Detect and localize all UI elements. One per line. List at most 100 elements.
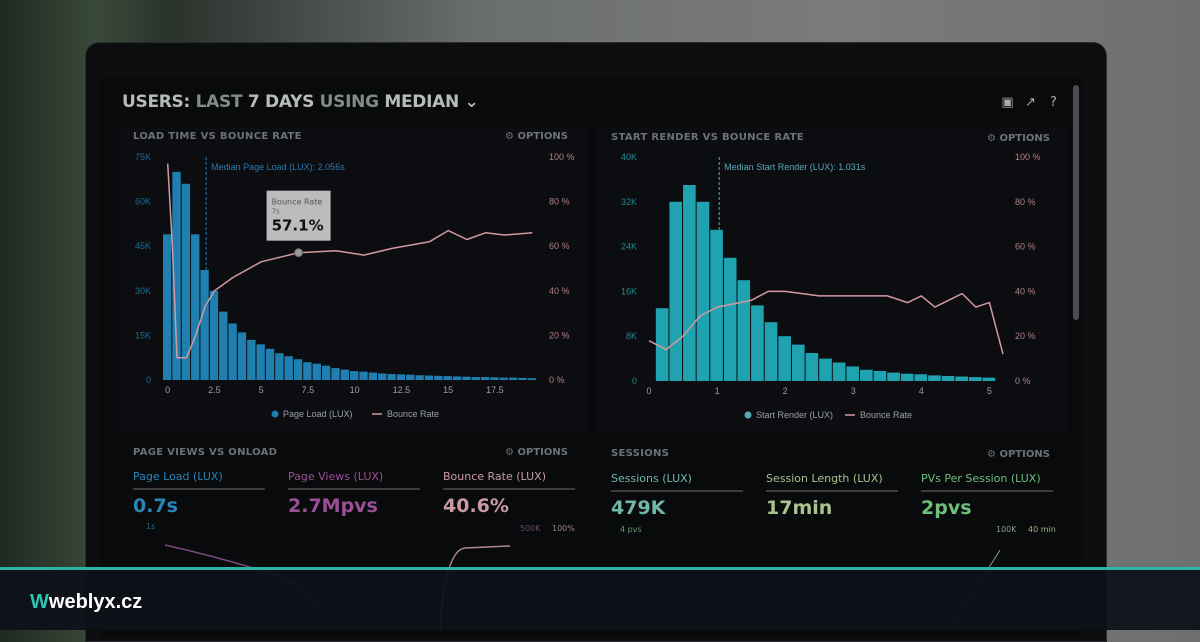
histogram-bar — [900, 373, 914, 381]
histogram-bar — [490, 377, 499, 380]
histogram-bar — [181, 183, 191, 380]
x-tick-label: 1 — [715, 386, 720, 396]
y2-tick-label: 20 % — [549, 330, 570, 340]
histogram-bar — [237, 332, 247, 380]
histogram-bar — [172, 171, 181, 380]
stat-card[interactable]: PVs Per Session (LUX) 2pvs — [921, 472, 1053, 519]
x-tick-label: 5 — [259, 385, 264, 395]
y2-tick-label: 80 % — [1015, 197, 1036, 207]
x-tick-label: 4 — [919, 386, 924, 396]
title-last: LAST — [195, 92, 243, 112]
tooltip-title: Bounce Rate — [272, 198, 323, 207]
axis-label: 4 pvs — [620, 525, 642, 534]
y-tick-label: 45K — [135, 241, 151, 251]
y2-tick-label: 80 % — [549, 197, 570, 207]
legend-label: Page Load (LUX) — [283, 409, 353, 419]
stat-label: PVs Per Session (LUX) — [921, 472, 1053, 492]
stat-card[interactable]: Bounce Rate (LUX) 40.6% — [443, 470, 575, 517]
histogram-bar — [443, 376, 452, 380]
y-tick-label: 75K — [135, 152, 151, 162]
histogram-bar — [696, 201, 710, 381]
legend-label: Bounce Rate — [860, 410, 912, 420]
histogram-bar — [350, 371, 359, 380]
y2-tick-label: 0 % — [1015, 376, 1031, 386]
y2-tick-label: 100 % — [1015, 152, 1041, 162]
x-tick-label: 17.5 — [486, 385, 504, 395]
histogram-bar — [256, 344, 265, 380]
y2-tick-label: 100 % — [549, 152, 575, 162]
scrollbar[interactable] — [1073, 85, 1079, 320]
page-title[interactable]: USERS: LAST 7 DAYS USING MEDIAN ⌄ — [122, 92, 479, 112]
y-tick-label: 60K — [135, 197, 151, 207]
share-icon[interactable]: ↗ — [1025, 95, 1036, 110]
y-tick-label: 16K — [621, 286, 637, 296]
chevron-down-icon[interactable]: ⌄ — [464, 92, 479, 112]
histogram-bar — [331, 368, 340, 380]
histogram-bar — [415, 375, 424, 380]
histogram-bar — [819, 358, 832, 381]
legend-label: Bounce Rate — [387, 409, 439, 419]
histogram-bar — [275, 353, 284, 380]
y2-tick-label: 0 % — [549, 375, 565, 385]
start-render-chart: 0 8K 16K 24K 32K 40K 0 % 20 % 40 % 60 % 80 % 100 % 0… — [621, 152, 1041, 420]
histogram-bar — [368, 372, 378, 380]
histogram-bar — [764, 322, 778, 381]
axis-label: 100K — [996, 525, 1017, 534]
chart-title: LOAD TIME VS BOUNCE RATE — [133, 131, 302, 142]
brand-logo[interactable]: Wweblyx.cz — [30, 591, 142, 614]
y-tick-label: 0 — [632, 376, 637, 386]
x-tick-label: 15 — [443, 385, 453, 395]
histogram-bar — [941, 375, 955, 381]
x-tick-label: 10 — [350, 385, 360, 395]
tooltip-value: 57.1% — [272, 217, 324, 235]
histogram-bar — [832, 362, 846, 381]
stat-value: 0.7s — [133, 495, 178, 517]
options-button[interactable]: ⚙ OPTIONS — [987, 449, 1050, 460]
histogram-bar — [737, 280, 751, 381]
histogram-bar — [499, 377, 508, 380]
histogram-bar — [669, 201, 683, 381]
y-tick-label: 8K — [626, 331, 637, 341]
stat-label: Bounce Rate (LUX) — [443, 470, 575, 490]
histogram-bar — [805, 353, 819, 381]
histogram-bar — [434, 375, 443, 380]
histogram-bar — [887, 372, 900, 381]
options-label: OPTIONS — [999, 449, 1050, 460]
histogram-bar — [982, 377, 996, 381]
stat-value: 40.6% — [443, 495, 509, 517]
stat-card[interactable]: Page Load (LUX) 0.7s — [133, 470, 265, 517]
median-annotation: Median Start Render (LUX): 1.031s — [724, 162, 866, 172]
histogram-bar — [452, 376, 462, 380]
x-tick-label: 2.5 — [208, 385, 221, 395]
options-button[interactable]: ⚙ OPTIONS — [987, 133, 1050, 144]
monitor-icon[interactable]: ▣ — [1001, 95, 1014, 110]
tooltip-sub: 7s — [272, 208, 280, 216]
histogram-bar — [873, 370, 887, 381]
y-tick-label: 0 — [146, 375, 151, 385]
y-tick-label: 40K — [621, 152, 637, 162]
stat-card[interactable]: Page Views (LUX) 2.7Mpvs — [288, 470, 420, 517]
y-tick-label: 32K — [621, 197, 637, 207]
stat-label: Sessions (LUX) — [611, 472, 743, 492]
stat-value: 2pvs — [921, 497, 972, 519]
panel-title: PAGE VIEWS VS ONLOAD — [133, 447, 278, 458]
hover-point — [294, 248, 304, 258]
x-tick-label: 2 — [783, 386, 788, 396]
histogram-bar — [846, 366, 860, 381]
y2-tick-label: 60 % — [549, 241, 570, 251]
histogram-bar — [928, 375, 941, 381]
y2-tick-label: 40 % — [1015, 286, 1036, 296]
axis-label: 40 min — [1028, 525, 1056, 534]
help-icon[interactable]: ? — [1050, 95, 1057, 110]
histogram-bar — [655, 308, 669, 381]
stat-card[interactable]: Session Length (LUX) 17min — [766, 472, 898, 519]
histogram-bar — [791, 344, 805, 381]
histogram-bar — [191, 234, 200, 380]
y-tick-label: 24K — [621, 242, 637, 252]
histogram-bar — [378, 373, 387, 380]
histogram-bar — [265, 348, 275, 380]
options-button[interactable]: ⚙ OPTIONS — [505, 131, 568, 142]
options-button[interactable]: ⚙ OPTIONS — [505, 447, 568, 458]
stat-card[interactable]: Sessions (LUX) 479K — [611, 472, 743, 519]
histogram-bar — [955, 376, 968, 381]
